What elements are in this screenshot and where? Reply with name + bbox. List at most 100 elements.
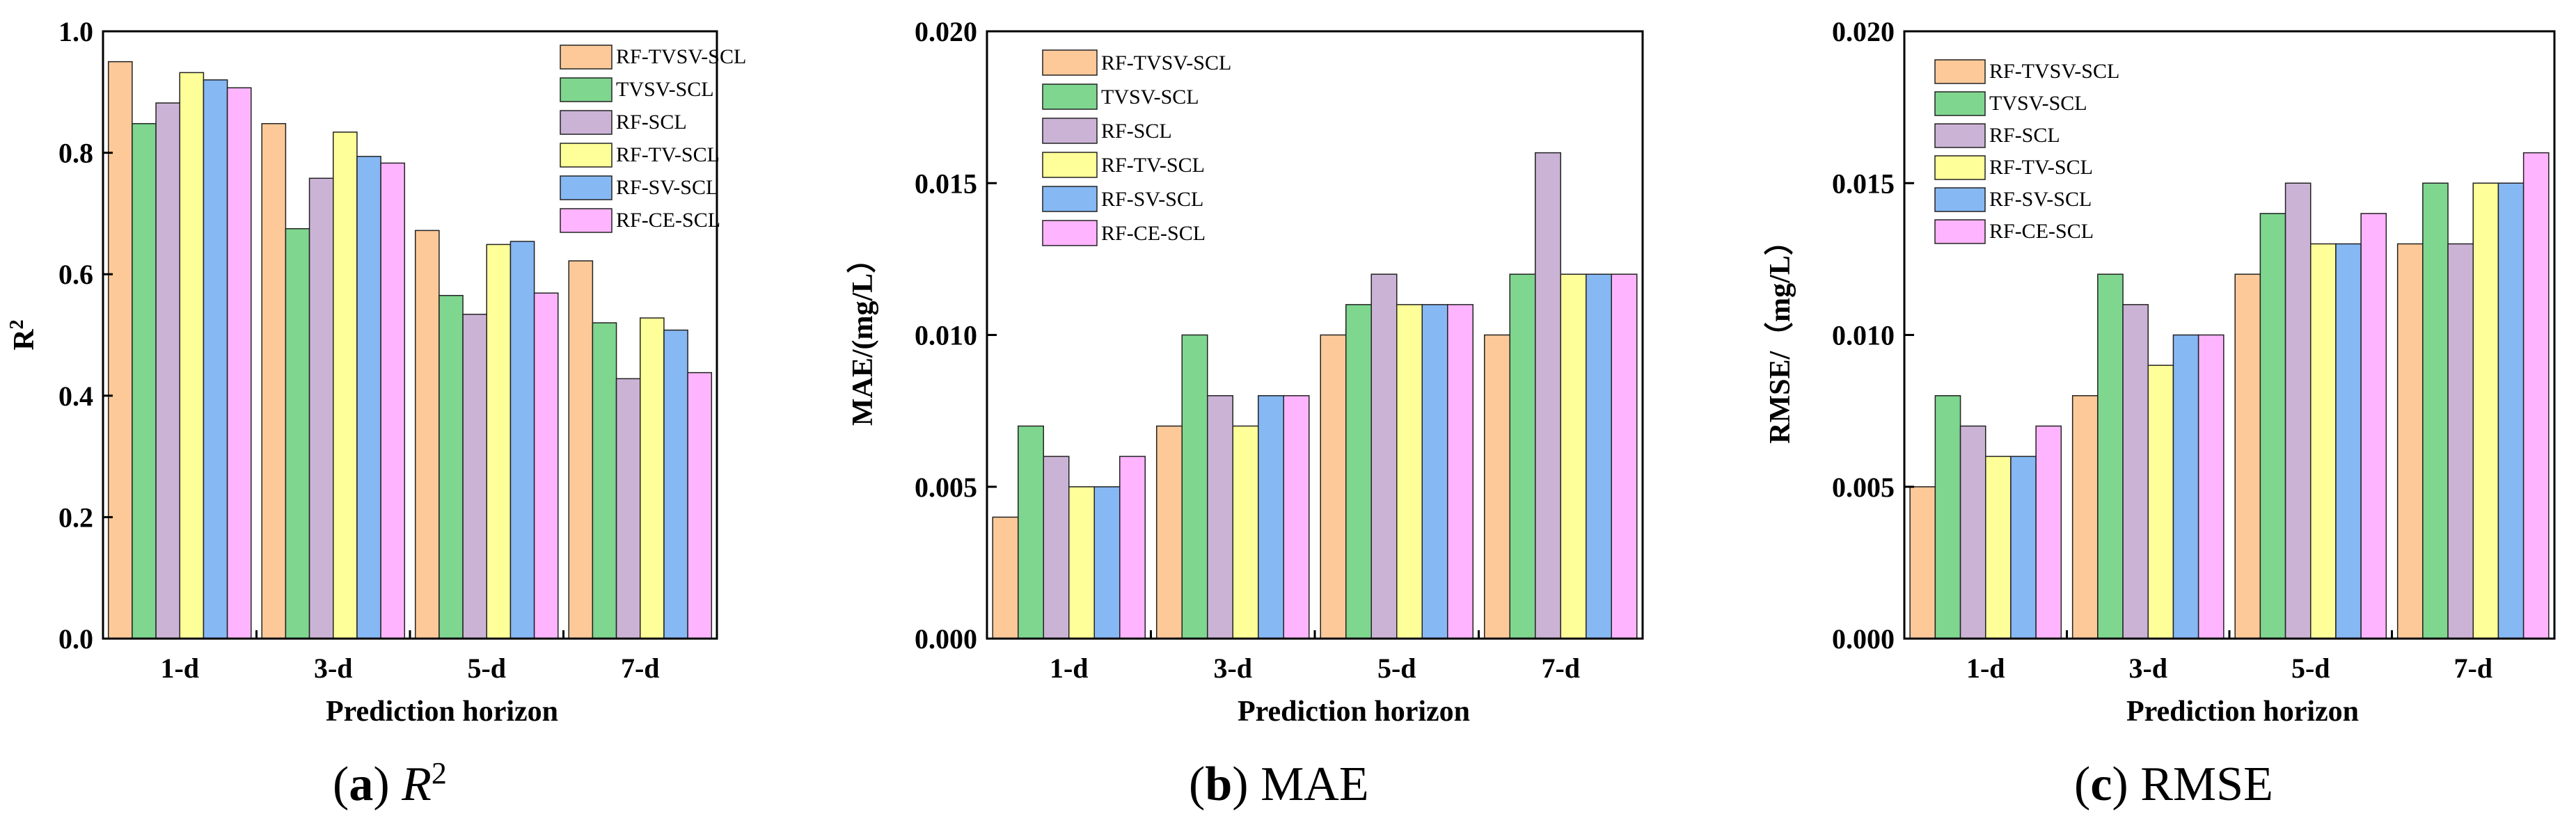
bar-tvsv-scl-3-d (2097, 273, 2124, 639)
bar-rf-sv-scl-5-d (2335, 243, 2362, 639)
y-tick-label: 0.2 (58, 502, 93, 533)
bar-rf-tv-scl-5-d (2310, 243, 2337, 639)
bar-rf-scl-7-d (2447, 243, 2474, 639)
panel-caption: (c) RMSE (2074, 758, 2273, 811)
bar-rf-scl-5-d (1370, 273, 1398, 639)
x-tick-label: 7-d (621, 653, 660, 684)
bar-rf-scl-1-d (155, 102, 181, 639)
bar-rf-sv-scl-1-d (203, 79, 228, 639)
bar-rf-tv-scl-5-d (1396, 304, 1423, 639)
legend-label-rf-tv-scl: RF-TV-SCL (1101, 154, 1205, 177)
x-tick-label: 3-d (2128, 653, 2167, 684)
x-tick-label: 1-d (160, 653, 199, 684)
bar-rf-tvsv-scl-5-d (414, 230, 440, 639)
legend-label-rf-sv-scl: RF-SV-SCL (1989, 188, 2092, 211)
y-axis-title: MAE/(mg/L） (846, 244, 879, 426)
legend-label-tvsv-scl: TVSV-SCL (1989, 92, 2087, 115)
bar-rf-tvsv-scl-3-d (2071, 395, 2099, 639)
legend-label-rf-ce-scl: RF-CE-SCL (1101, 222, 1206, 245)
legend: RF-TVSV-SCL TVSV-SCL RF-SCL RF-TV-SCL RF-SV-… (1934, 59, 2119, 244)
bar-rf-scl-7-d (1535, 152, 1561, 639)
legend-label-rf-tv-scl: RF-TV-SCL (1989, 156, 2093, 179)
bar-tvsv-scl-7-d (2422, 182, 2449, 639)
y-tick-label: 0.000 (1832, 623, 1895, 655)
bar-rf-tvsv-scl-1-d (992, 516, 1019, 639)
bar-tvsv-scl-7-d (1509, 273, 1536, 639)
bar-rf-ce-scl-3-d (1283, 395, 1310, 639)
y-tick-label: 0.4 (58, 381, 93, 412)
y-tick-label: 0.015 (1832, 168, 1895, 199)
legend-label-rf-ce-scl: RF-CE-SCL (616, 209, 720, 232)
bar-rf-tvsv-scl-3-d (1155, 425, 1183, 639)
bar-rf-sv-scl-3-d (356, 156, 381, 639)
y-tick-label: 0.005 (915, 472, 977, 503)
legend-label-tvsv-scl: TVSV-SCL (616, 78, 714, 101)
y-tick-label: 0.020 (1832, 16, 1895, 47)
y-tick-label: 0.020 (915, 16, 977, 47)
x-tick-label: 5-d (467, 653, 506, 684)
x-axis-title: Prediction horizon (2126, 696, 2359, 728)
bar-rf-sv-scl-5-d (1421, 304, 1448, 639)
panel-caption: (b) MAE (1189, 758, 1369, 811)
x-tick-label: 7-d (2453, 653, 2492, 684)
bar-rf-scl-3-d (308, 177, 334, 639)
bar-rf-sv-scl-1-d (2010, 456, 2037, 639)
bar-rf-ce-scl-1-d (1119, 456, 1146, 639)
bar-rf-tv-scl-7-d (1560, 273, 1587, 639)
bar-rf-ce-scl-7-d (1611, 273, 1638, 639)
bar-rf-scl-3-d (1207, 395, 1233, 639)
x-tick-label: 5-d (1377, 653, 1416, 684)
bar-rf-tvsv-scl-1-d (107, 61, 133, 639)
bar-rf-sv-scl-1-d (1093, 486, 1121, 639)
x-axis-title: Prediction horizon (326, 696, 558, 728)
bar-rf-ce-scl-1-d (2035, 425, 2062, 639)
bar-rf-tvsv-scl-7-d (2396, 243, 2424, 639)
legend-swatch-rf-ce-scl (560, 208, 613, 233)
x-tick-label: 7-d (1541, 653, 1580, 684)
x-tick-label: 1-d (1050, 653, 1089, 684)
legend-swatch-tvsv-scl (1934, 91, 1986, 116)
y-tick-label: 0.000 (915, 623, 977, 655)
bar-tvsv-scl-3-d (1181, 334, 1208, 639)
y-tick-label: 0.010 (1832, 320, 1895, 351)
legend: RF-TVSV-SCL TVSV-SCL RF-SCL RF-TV-SCL RF-SV-… (560, 45, 746, 233)
bar-tvsv-scl-1-d (132, 122, 157, 639)
legend: RF-TVSV-SCL TVSV-SCL RF-SCL RF-TV-SCL RF-SV-… (1042, 49, 1231, 246)
panel-caption: (a) R2 (333, 756, 447, 812)
legend-swatch-rf-sv-scl (560, 175, 613, 200)
y-tick-label: 0.0 (58, 623, 93, 655)
legend-label-rf-sv-scl: RF-SV-SCL (616, 176, 718, 199)
panel-r2: 0.0 0.2 0.4 0.6 0.8 1.0 1-d 3-d 5-d 7-d Prediction… (6, 16, 747, 811)
bar-rf-sv-scl-7-d (2497, 182, 2524, 639)
bar-rf-ce-scl-5-d (2360, 213, 2387, 639)
y-axis-title-superscript: 2 (6, 319, 28, 329)
bar-rf-sv-scl-3-d (2172, 334, 2199, 639)
bar-rf-scl-5-d (462, 314, 488, 639)
x-axis-title: Prediction horizon (1238, 696, 1470, 728)
bar-rf-tv-scl-5-d (486, 243, 512, 639)
bar-tvsv-scl-1-d (1934, 395, 1961, 639)
legend-label-rf-scl: RF-SCL (616, 111, 687, 134)
bar-tvsv-scl-7-d (592, 322, 617, 639)
bar-rf-tv-scl-3-d (333, 131, 358, 639)
bar-rf-ce-scl-5-d (533, 292, 559, 639)
bar-rf-tv-scl-7-d (640, 317, 665, 639)
legend-swatch-tvsv-scl (1042, 83, 1098, 110)
legend-swatch-rf-scl (1042, 118, 1098, 144)
bar-tvsv-scl-3-d (285, 227, 310, 639)
bar-rf-tv-scl-1-d (1985, 456, 2012, 639)
bar-rf-ce-scl-3-d (2197, 334, 2225, 639)
legend-swatch-rf-scl (560, 110, 613, 135)
legend-label-tvsv-scl: TVSV-SCL (1101, 86, 1199, 109)
bar-rf-scl-5-d (2284, 182, 2312, 639)
bar-rf-ce-scl-7-d (2522, 152, 2550, 639)
bar-rf-ce-scl-5-d (1447, 304, 1474, 639)
bar-rf-tvsv-scl-1-d (1909, 486, 1936, 639)
y-axis-title: RMSE/（mg/L） (1764, 226, 1796, 444)
x-tick-label: 3-d (314, 653, 353, 684)
y-tick-label: 0.010 (915, 320, 977, 351)
bar-rf-scl-1-d (1043, 456, 1070, 639)
bar-rf-tv-scl-1-d (1068, 486, 1095, 639)
y-tick-label: 0.005 (1832, 472, 1895, 503)
bar-rf-sv-scl-7-d (1586, 273, 1612, 639)
